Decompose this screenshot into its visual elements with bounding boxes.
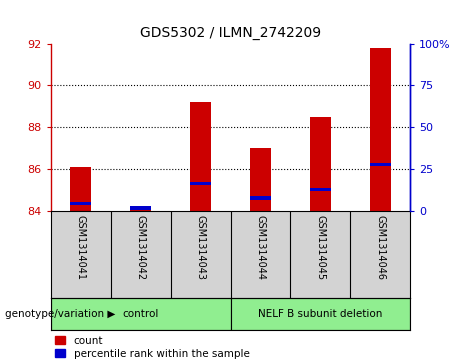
Text: GSM1314044: GSM1314044 bbox=[255, 215, 266, 280]
Bar bbox=[250, 196, 271, 200]
Text: GSM1314046: GSM1314046 bbox=[375, 215, 385, 280]
Bar bbox=[70, 167, 91, 211]
Bar bbox=[230, 298, 410, 330]
Text: GSM1314041: GSM1314041 bbox=[76, 215, 86, 280]
Bar bbox=[250, 148, 271, 211]
Bar bbox=[70, 202, 91, 205]
Text: NELF B subunit deletion: NELF B subunit deletion bbox=[258, 309, 383, 319]
Bar bbox=[310, 117, 331, 211]
Legend: count, percentile rank within the sample: count, percentile rank within the sample bbox=[51, 331, 254, 363]
Bar bbox=[370, 48, 391, 211]
Text: GSM1314045: GSM1314045 bbox=[315, 215, 325, 280]
Title: GDS5302 / ILMN_2742209: GDS5302 / ILMN_2742209 bbox=[140, 26, 321, 40]
Bar bbox=[130, 207, 151, 211]
Bar bbox=[190, 182, 211, 185]
Bar bbox=[130, 207, 151, 209]
Text: GSM1314043: GSM1314043 bbox=[195, 215, 206, 280]
Text: genotype/variation ▶: genotype/variation ▶ bbox=[5, 309, 115, 319]
Bar bbox=[190, 102, 211, 211]
Text: control: control bbox=[123, 309, 159, 319]
Bar bbox=[310, 188, 331, 191]
Bar bbox=[51, 298, 230, 330]
Text: GSM1314042: GSM1314042 bbox=[136, 215, 146, 280]
Bar bbox=[370, 163, 391, 166]
